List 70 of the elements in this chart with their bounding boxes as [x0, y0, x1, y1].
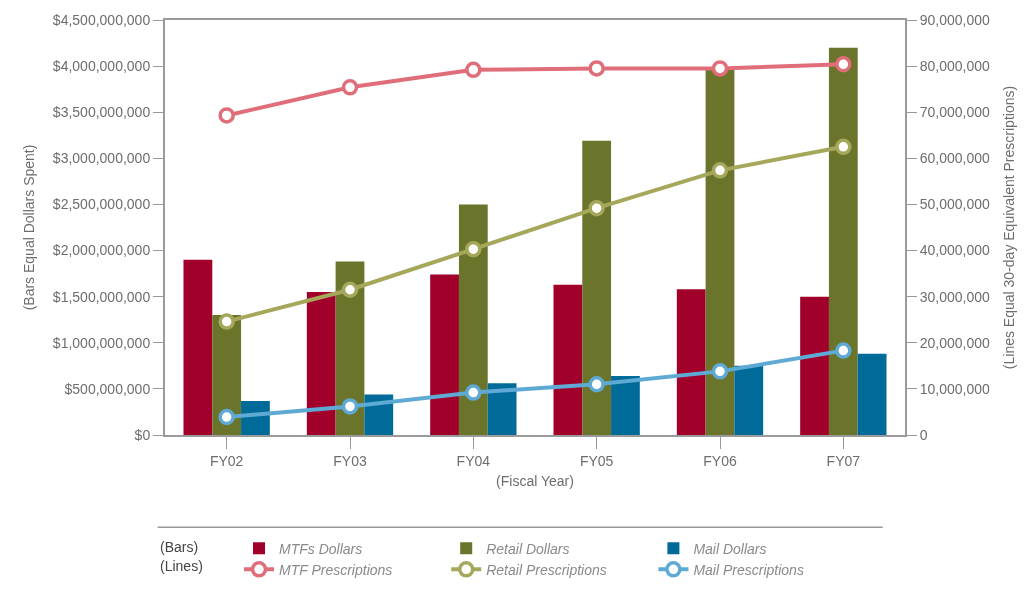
y2-tick-label: 70,000,000 [919, 104, 991, 121]
point [465, 384, 482, 401]
y-tick-label: $2,500,000,000 [52, 196, 151, 213]
bar [306, 292, 336, 435]
point [341, 281, 359, 298]
bar [857, 353, 887, 435]
x-tick-label: FY02 [209, 452, 244, 469]
bar [183, 259, 213, 435]
bar [611, 375, 640, 435]
text: (Bars) [160, 539, 199, 555]
text: (Lines) [160, 558, 203, 574]
point [218, 107, 235, 124]
point [711, 60, 729, 77]
y2-tick-label: 20,000,000 [919, 334, 991, 351]
legend-label: Mail Dollars [693, 540, 767, 557]
point [465, 240, 482, 258]
y-tick-label: $0 [134, 426, 151, 443]
point [588, 60, 605, 77]
x-axis-title: (Fiscal Year) [496, 472, 574, 489]
point [835, 138, 852, 156]
point [711, 162, 729, 179]
bar [582, 140, 612, 435]
point [218, 313, 235, 330]
y-tick-label: $1,500,000,000 [52, 288, 151, 305]
y2-tick-label: 40,000,000 [919, 242, 991, 259]
y2-tick-label: 90,000,000 [919, 11, 991, 28]
y-tick-label: $500,000,000 [64, 380, 151, 397]
bar [676, 289, 706, 435]
bar [430, 274, 459, 435]
x-tick-label: FY04 [456, 452, 491, 469]
point [465, 61, 482, 79]
point [218, 408, 235, 426]
x-tick-label: FY03 [333, 452, 367, 469]
point [588, 376, 605, 393]
y2-tick-label: 60,000,000 [919, 150, 991, 167]
x-tick-label: FY05 [579, 452, 614, 469]
y2-tick-label: 0 [919, 426, 928, 443]
bar [553, 284, 583, 435]
y-tick-label: $3,500,000,000 [52, 104, 151, 121]
point [341, 79, 359, 96]
point [835, 56, 852, 73]
legend-label: MTF Prescriptions [279, 561, 393, 578]
bar [800, 296, 829, 435]
x-tick-label: FY07 [826, 452, 861, 469]
legend-label: Retail Dollars [486, 540, 570, 557]
y2-tick-label: 80,000,000 [919, 58, 991, 75]
y-tick-label: $3,000,000,000 [52, 150, 151, 167]
bar [458, 204, 488, 435]
y2-tick-label: 50,000,000 [919, 196, 991, 213]
y2-tick-label: 30,000,000 [919, 288, 991, 305]
y2-axis-title: (Lines Equal 30-day Equivalent Prescriptions) [1000, 85, 1017, 370]
point [341, 398, 359, 415]
bar [734, 365, 764, 435]
point [588, 199, 605, 217]
bar [487, 383, 517, 435]
y-tick-label: $1,000,000,000 [52, 334, 151, 351]
point [711, 363, 729, 380]
bar [705, 67, 735, 435]
y-tick-label: $2,000,000,000 [52, 242, 151, 259]
y2-tick-label: 10,000,000 [919, 380, 991, 397]
bar [364, 394, 394, 435]
legend-label: Retail Prescriptions [486, 561, 607, 578]
y-axis-title: (Bars Equal Dollars Spent) [20, 144, 37, 311]
x-tick-label: FY06 [703, 452, 737, 469]
y-tick-label: $4,500,000,000 [52, 11, 151, 28]
legend-label: Mail Prescriptions [693, 561, 804, 578]
legend-label: MTFs Dollars [279, 540, 363, 557]
y-tick-label: $4,000,000,000 [52, 58, 151, 75]
bar [828, 47, 858, 435]
point [835, 342, 852, 359]
